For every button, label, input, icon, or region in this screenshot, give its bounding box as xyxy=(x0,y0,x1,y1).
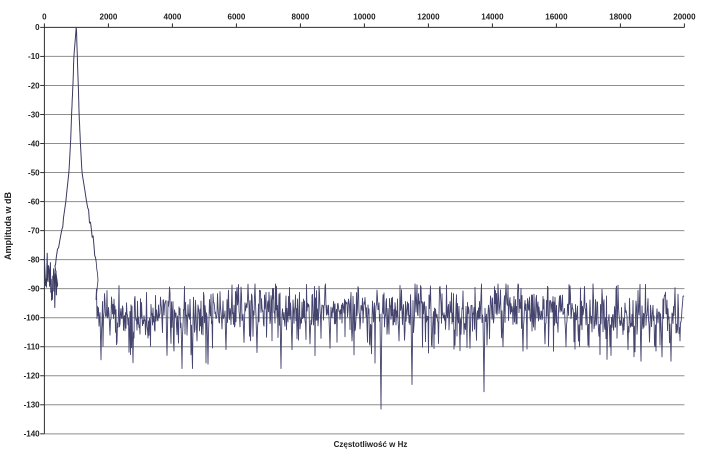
svg-text:-40: -40 xyxy=(28,139,40,148)
svg-text:-140: -140 xyxy=(24,430,41,439)
svg-text:-80: -80 xyxy=(28,255,40,264)
svg-text:16000: 16000 xyxy=(545,13,568,22)
svg-text:8000: 8000 xyxy=(292,13,310,22)
svg-text:2000: 2000 xyxy=(100,13,118,22)
svg-text:4000: 4000 xyxy=(164,13,182,22)
svg-text:-90: -90 xyxy=(28,284,40,293)
svg-text:18000: 18000 xyxy=(609,13,632,22)
svg-text:-20: -20 xyxy=(28,81,40,90)
svg-text:0: 0 xyxy=(35,23,40,32)
svg-text:12000: 12000 xyxy=(417,13,440,22)
svg-text:-130: -130 xyxy=(24,401,41,410)
svg-text:-60: -60 xyxy=(28,197,40,206)
svg-text:-50: -50 xyxy=(28,168,40,177)
svg-text:-120: -120 xyxy=(24,372,41,381)
svg-text:-30: -30 xyxy=(28,110,40,119)
svg-text:-70: -70 xyxy=(28,226,40,235)
svg-text:0: 0 xyxy=(42,13,47,22)
svg-text:6000: 6000 xyxy=(228,13,246,22)
svg-text:Amplituda w dB: Amplituda w dB xyxy=(3,192,13,260)
svg-text:20000: 20000 xyxy=(673,13,696,22)
svg-text:10000: 10000 xyxy=(353,13,376,22)
svg-text:14000: 14000 xyxy=(481,13,504,22)
svg-text:-110: -110 xyxy=(24,343,40,352)
svg-text:-100: -100 xyxy=(24,314,41,323)
svg-text:-10: -10 xyxy=(28,52,40,61)
svg-text:Częstotliwość w Hz: Częstotliwość w Hz xyxy=(334,440,408,449)
